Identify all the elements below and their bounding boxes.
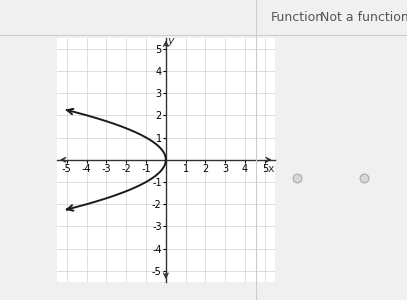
Text: y: y	[168, 36, 174, 46]
Point	[361, 176, 368, 180]
Text: x: x	[267, 164, 274, 174]
Text: Function: Function	[271, 11, 324, 24]
Point	[294, 176, 300, 180]
Text: Not a function: Not a function	[320, 11, 407, 24]
